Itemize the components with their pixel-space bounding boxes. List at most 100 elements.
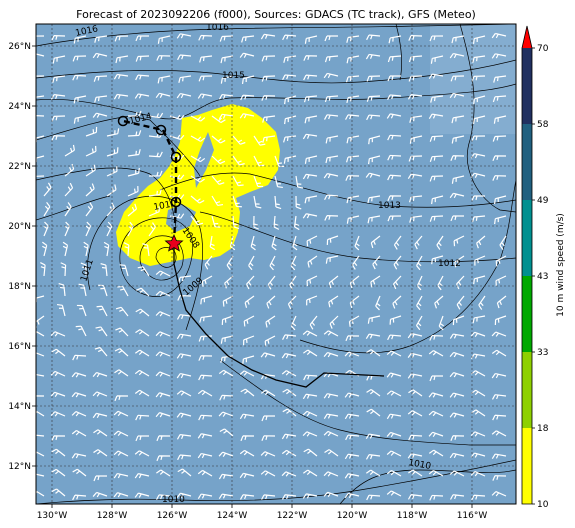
wind-barb bbox=[261, 95, 276, 101]
wind-barb bbox=[408, 155, 423, 162]
wind-barb bbox=[323, 330, 339, 337]
wind-barb bbox=[244, 295, 255, 308]
wind-barb bbox=[282, 388, 297, 397]
wind-barb bbox=[134, 389, 150, 397]
wind-barb bbox=[113, 73, 129, 80]
wind-barb bbox=[274, 195, 282, 210]
wind-barb bbox=[387, 215, 402, 222]
wind-barb bbox=[416, 255, 423, 271]
wind-barb bbox=[451, 35, 465, 44]
wind-barb bbox=[127, 130, 142, 137]
wind-barb bbox=[155, 392, 171, 398]
wind-barb bbox=[388, 35, 402, 44]
wind-barb bbox=[281, 433, 297, 440]
isobar-lines bbox=[36, 24, 516, 504]
wind-barb bbox=[190, 135, 206, 142]
wind-barb bbox=[218, 93, 234, 100]
wind-barb bbox=[366, 408, 381, 417]
wind-barb bbox=[428, 410, 444, 417]
wind-barb bbox=[218, 113, 234, 120]
wind-barb bbox=[470, 471, 486, 477]
wind-barb bbox=[271, 235, 277, 251]
wind-barb bbox=[346, 35, 360, 43]
wind-barb bbox=[190, 195, 205, 204]
wind-barb bbox=[64, 163, 75, 177]
wind-barb bbox=[449, 372, 465, 378]
wind-barb bbox=[386, 113, 402, 119]
wind-barb bbox=[253, 195, 262, 209]
wind-barb bbox=[328, 295, 339, 308]
wind-barb bbox=[344, 351, 360, 357]
wind-barb bbox=[262, 115, 276, 123]
wind-barb bbox=[471, 135, 486, 142]
wind-barb bbox=[414, 235, 423, 250]
wind-barb bbox=[250, 235, 256, 251]
wind-barb bbox=[416, 295, 423, 311]
wind-barb bbox=[135, 414, 150, 421]
wind-barb bbox=[127, 186, 139, 197]
wind-barb bbox=[284, 115, 297, 125]
wind-barb bbox=[36, 175, 45, 182]
wind-barb bbox=[239, 449, 255, 457]
wind-barb bbox=[51, 35, 66, 41]
wind-barb bbox=[434, 295, 444, 309]
wind-barb bbox=[242, 355, 255, 365]
wind-barb bbox=[325, 155, 339, 164]
wind-barb bbox=[134, 369, 150, 377]
wind-barb bbox=[491, 32, 507, 39]
wind-barb bbox=[366, 75, 381, 82]
wind-barb bbox=[246, 275, 255, 290]
wind-barb bbox=[429, 175, 444, 182]
wind-barb bbox=[344, 453, 360, 460]
wind-barb bbox=[449, 92, 465, 99]
wind-barb bbox=[407, 453, 423, 459]
wind-barb bbox=[370, 275, 381, 288]
wind-barb bbox=[176, 492, 192, 498]
wind-barb bbox=[199, 55, 213, 63]
wind-barb bbox=[346, 95, 360, 104]
wind-barb bbox=[72, 74, 87, 81]
wind-barb bbox=[329, 315, 339, 329]
wind-barb bbox=[430, 55, 444, 64]
wind-barb bbox=[36, 35, 45, 42]
wind-barb bbox=[354, 235, 360, 251]
wind-barb bbox=[177, 454, 192, 461]
wind-barb bbox=[429, 215, 444, 222]
wind-barb bbox=[123, 242, 130, 257]
wind-barb bbox=[248, 255, 255, 271]
wind-barb bbox=[239, 370, 255, 377]
wind-barb bbox=[36, 75, 45, 82]
wind-barbs bbox=[36, 32, 507, 501]
wind-barb bbox=[309, 315, 318, 330]
wind-barb bbox=[449, 351, 465, 358]
wind-barb bbox=[92, 391, 108, 397]
wind-barb bbox=[491, 372, 507, 379]
lon-label: 130°W bbox=[37, 511, 68, 521]
wind-barb bbox=[303, 469, 318, 477]
wind-barb bbox=[176, 372, 192, 379]
wind-barb bbox=[92, 112, 108, 118]
wind-barb bbox=[240, 94, 255, 101]
wind-barb bbox=[93, 429, 108, 437]
wind-barb bbox=[450, 75, 465, 82]
wind-barb bbox=[344, 492, 360, 499]
wind-barb bbox=[449, 494, 465, 500]
wind-barb bbox=[176, 92, 192, 99]
wind-barb bbox=[437, 275, 444, 291]
wind-barb bbox=[253, 135, 266, 146]
wind-barb bbox=[471, 75, 486, 82]
wind-barb bbox=[451, 135, 465, 144]
colorbar-tick: 49 bbox=[537, 196, 549, 206]
wind-barb bbox=[365, 172, 381, 178]
lat-label: 14°N bbox=[8, 402, 31, 412]
wind-barb bbox=[243, 315, 255, 327]
wind-barb bbox=[113, 430, 129, 437]
wind-barb bbox=[43, 221, 49, 237]
wind-barb bbox=[64, 144, 75, 157]
wind-barb bbox=[366, 494, 381, 501]
wind-barb bbox=[287, 295, 297, 310]
wind-barb bbox=[492, 175, 507, 181]
wind-barb bbox=[473, 95, 486, 105]
wind-barb bbox=[368, 155, 381, 165]
